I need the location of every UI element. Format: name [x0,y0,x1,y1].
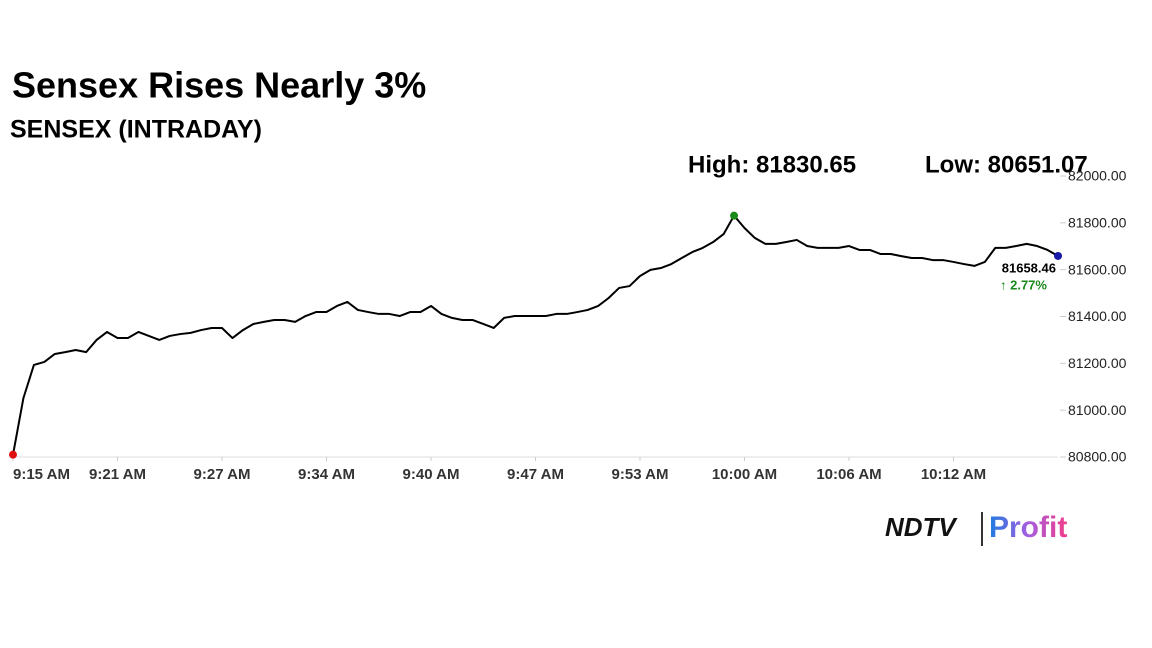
y-tick-label: 80800.00 [1068,449,1127,465]
x-tick-label: 10:12 AM [921,466,986,483]
price-line [12,214,1059,455]
y-tick-label: 81200.00 [1068,355,1127,371]
low-annotation: Low: 80651.07 [925,151,1088,178]
x-tick-label: 9:27 AM [194,466,251,483]
y-tick-label: 81800.00 [1068,215,1127,231]
y-tick-label: 81600.00 [1068,261,1127,277]
y-tick-label: 81000.00 [1068,402,1127,418]
y-tick-label: 82000.00 [1068,168,1127,184]
point-marker [9,450,17,459]
x-tick-label: 9:21 AM [89,466,146,483]
point-marker [1054,251,1062,260]
logo-product: Profit [989,511,1067,544]
change-label: ↑ 2.77% [1000,277,1047,292]
chart-title: Sensex Rises Nearly 3% [12,65,426,106]
chart-subtitle: SENSEX (INTRADAY) [10,116,262,144]
x-tick-label: 9:47 AM [507,466,564,483]
x-tick-label: 10:06 AM [816,466,881,483]
x-tick-label: 9:34 AM [298,466,355,483]
y-tick-label: 81400.00 [1068,308,1127,324]
logo-brand: NDTV [885,512,958,542]
x-tick-label: 10:00 AM [712,466,777,483]
point-marker [730,211,739,220]
x-tick-label: 9:15 AM [13,466,70,483]
last-value-label: 81658.46 [1002,260,1056,275]
high-annotation: High: 81830.65 [688,151,856,178]
x-tick-label: 9:40 AM [403,466,460,483]
x-tick-label: 9:53 AM [612,466,669,483]
